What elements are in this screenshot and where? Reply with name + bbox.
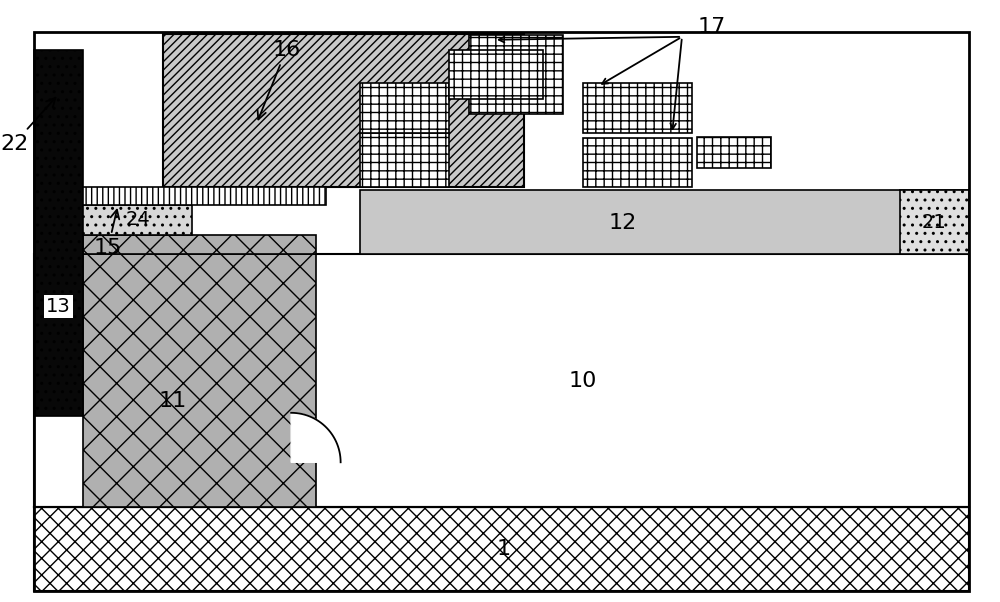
Text: 11: 11 <box>158 391 187 411</box>
Text: 16: 16 <box>257 40 300 119</box>
Bar <box>449 50 543 99</box>
Bar <box>83 235 316 255</box>
Bar <box>360 83 449 133</box>
Bar <box>360 133 449 187</box>
Text: 1: 1 <box>497 539 511 559</box>
Bar <box>34 255 969 507</box>
Bar <box>583 138 692 187</box>
Bar <box>34 50 83 416</box>
Bar <box>697 137 771 169</box>
Text: 22: 22 <box>0 98 55 154</box>
Bar <box>360 190 969 255</box>
Text: 15: 15 <box>94 209 122 258</box>
Text: 10: 10 <box>569 371 597 391</box>
Text: 12: 12 <box>608 213 637 233</box>
Text: 24: 24 <box>125 210 150 229</box>
Text: 13: 13 <box>46 297 71 317</box>
Bar <box>83 205 192 235</box>
Bar <box>900 190 969 255</box>
Bar <box>469 35 563 114</box>
Wedge shape <box>291 413 341 462</box>
Bar <box>163 34 524 187</box>
Bar <box>83 187 326 205</box>
Bar <box>83 255 316 507</box>
Bar <box>34 507 969 591</box>
Text: 17: 17 <box>698 17 726 37</box>
Bar <box>583 83 692 133</box>
Text: 21: 21 <box>922 213 947 232</box>
